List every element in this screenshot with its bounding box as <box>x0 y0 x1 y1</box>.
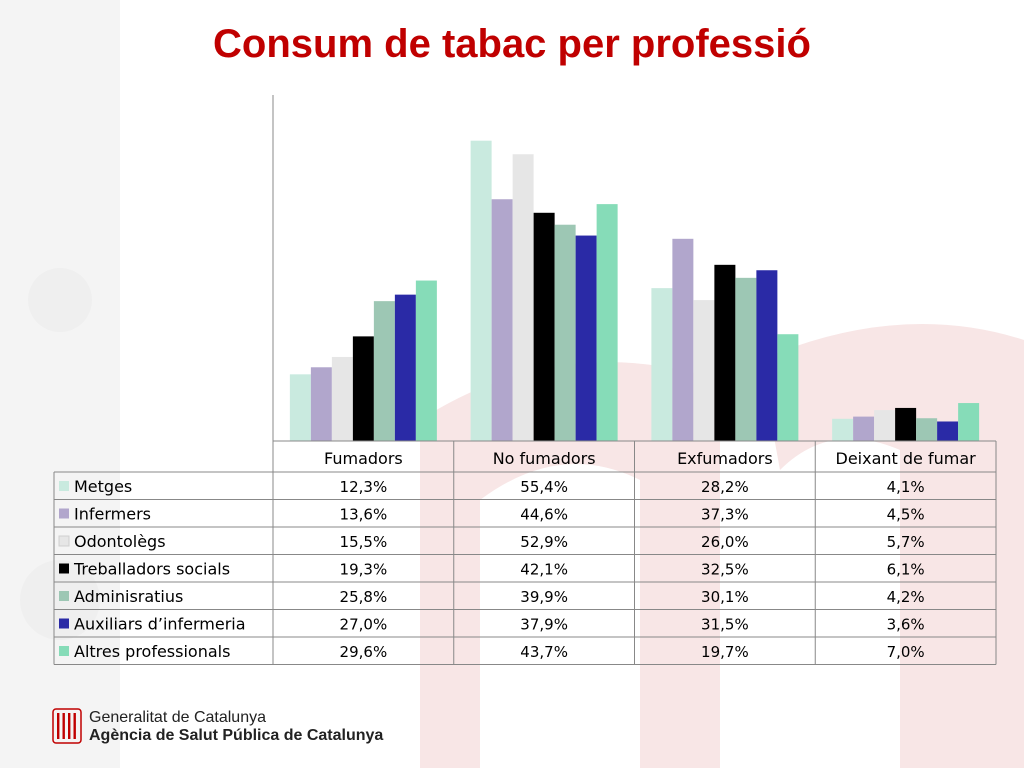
org-name: Generalitat de Catalunya <box>89 709 266 726</box>
table-cell: 12,3% <box>340 478 388 496</box>
table-cell: 13,6% <box>340 506 388 524</box>
legend-swatch <box>59 646 69 656</box>
bar-0-0 <box>289 374 311 441</box>
table-cell: 55,4% <box>520 478 568 496</box>
table-cell: 27,0% <box>340 616 388 634</box>
series-label: Metges <box>74 477 132 496</box>
bar-0-2 <box>331 356 353 441</box>
table-cell: 29,6% <box>340 643 388 661</box>
bar-3-2 <box>874 410 896 441</box>
bar-2-6 <box>777 334 799 441</box>
bar-1-0 <box>470 140 492 441</box>
table-cell: 43,7% <box>520 643 568 661</box>
bar-1-4 <box>554 224 576 441</box>
series-label: Adminisratius <box>74 587 183 606</box>
legend-swatch <box>58 535 70 547</box>
catalonia-emblem-icon <box>52 708 82 744</box>
category-label: Exfumadors <box>677 449 773 468</box>
agency-name: Agència de Salut Pública de Catalunya <box>89 727 384 744</box>
table-cell: 39,9% <box>520 588 568 606</box>
bar-1-3 <box>533 212 555 441</box>
table-cell: 7,0% <box>887 643 925 661</box>
legend-swatch <box>59 618 69 629</box>
table-cell: 19,7% <box>701 643 749 661</box>
table-cell: 32,5% <box>701 561 749 579</box>
table-cell: 52,9% <box>520 533 568 551</box>
table-cell: 5,7% <box>887 533 925 551</box>
table-cell: 31,5% <box>701 616 749 634</box>
table-cell: 26,0% <box>701 533 749 551</box>
table-cell: 3,6% <box>887 616 925 634</box>
series-label: Treballadors socials <box>73 560 230 579</box>
table-cell: 4,5% <box>887 506 925 524</box>
table-cell: 28,2% <box>701 478 749 496</box>
bar-3-3 <box>895 407 917 441</box>
bar-3-4 <box>916 418 938 441</box>
bar-0-6 <box>415 280 437 441</box>
table-cell: 25,8% <box>340 588 388 606</box>
legend-swatch <box>59 481 69 491</box>
table-cell: 44,6% <box>520 506 568 524</box>
bar-2-2 <box>693 300 715 441</box>
series-label: Infermers <box>74 505 151 524</box>
bar-3-6 <box>958 403 980 441</box>
generalitat-logo: Generalitat de Catalunya Agència de Salu… <box>52 708 432 748</box>
bar-2-1 <box>672 238 694 441</box>
data-table: Fumadors No fumadors Exfumadors Deixant de … <box>53 440 997 665</box>
table-cell: 4,2% <box>887 588 925 606</box>
bar-1-1 <box>491 199 513 441</box>
bar-3-1 <box>853 416 875 441</box>
bar-1-5 <box>575 235 597 441</box>
bar-1-2 <box>512 154 534 441</box>
bar-0-1 <box>310 367 332 441</box>
series-label: Altres professionals <box>74 642 230 661</box>
category-label: Deixant de fumar <box>836 449 977 468</box>
bar-0-3 <box>352 336 374 441</box>
table-cell: 30,1% <box>701 588 749 606</box>
legend-swatch <box>59 591 69 601</box>
table-cell: 6,1% <box>887 561 925 579</box>
table-cell: 42,1% <box>520 561 568 579</box>
page-title: Consum de tabac per professió <box>213 22 811 66</box>
bar-0-5 <box>394 294 416 441</box>
table-cell: 15,5% <box>340 533 388 551</box>
bar-2-4 <box>735 277 757 441</box>
bar-3-0 <box>832 418 854 441</box>
legend-swatch <box>59 508 69 519</box>
table-cell: 4,1% <box>887 478 925 496</box>
legend-swatch <box>59 563 69 574</box>
series-label: Odontolègs <box>74 532 166 551</box>
bar-0-4 <box>373 301 395 441</box>
series-label: Auxiliars d’infermeria <box>74 615 246 634</box>
category-label: Fumadors <box>324 449 403 468</box>
bar-1-6 <box>596 204 618 441</box>
table-cell: 37,9% <box>520 616 568 634</box>
category-label: No fumadors <box>493 449 596 468</box>
table-cell: 37,3% <box>701 506 749 524</box>
bar-2-5 <box>756 270 778 441</box>
bar-3-5 <box>937 421 959 441</box>
bar-2-3 <box>714 264 736 441</box>
table-cell: 19,3% <box>340 561 388 579</box>
bar-2-0 <box>651 288 673 441</box>
